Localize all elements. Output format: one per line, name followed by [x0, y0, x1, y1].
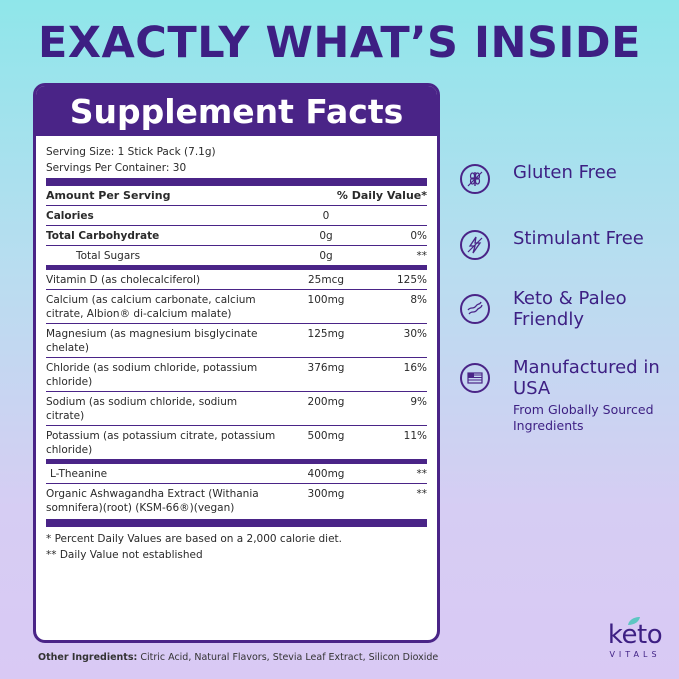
nutrient-name: Calcium (as calcium carbonate, calcium c…: [46, 294, 256, 320]
other-ingredients: Other Ingredients: Citric Acid, Natural …: [38, 652, 438, 663]
nutrient-name: L-Theanine: [50, 468, 108, 480]
nutrient-amount: 125mg: [307, 328, 345, 340]
nutrient-name: Sodium (as sodium chloride, sodium citra…: [46, 396, 238, 422]
table-row: Chloride (as sodium chloride, potassium …: [46, 358, 427, 392]
flag-icon: [460, 363, 490, 393]
nutrient-amount: 200mg: [307, 396, 345, 408]
benefit-sublabel: From Globally Sourced Ingredients: [513, 402, 654, 433]
nutrient-name: Magnesium (as magnesium bisglycinate che…: [46, 328, 258, 354]
nutrient-name: Total Carbohydrate: [46, 230, 160, 242]
table-row: Potassium (as potassium citrate, potassi…: [46, 426, 427, 459]
table-row: Magnesium (as magnesium bisglycinate che…: [46, 324, 427, 358]
table-row: Calcium (as calcium carbonate, calcium c…: [46, 290, 427, 324]
divider-thick: [46, 519, 427, 527]
nutrient-amount: 376mg: [307, 362, 345, 374]
bacon-icon: [460, 294, 490, 324]
benefit-label: Stimulant Free: [513, 228, 644, 249]
nutrient-name: Calories: [46, 210, 94, 222]
nutrient-amount: 400mg: [307, 468, 345, 480]
nutrient-name: Organic Ashwagandha Extract (Withania so…: [46, 488, 259, 514]
logo-word: keto: [607, 620, 663, 650]
nutrient-amount: 25mcg: [307, 274, 345, 286]
table-row: L-Theanine 400mg **: [46, 464, 427, 484]
brand-logo: keto VITALS: [600, 622, 670, 659]
nutrient-name: Vitamin D (as cholecalciferol): [46, 274, 201, 286]
benefit-label: Gluten Free: [513, 162, 617, 183]
logo-subtitle: VITALS: [609, 650, 661, 659]
nutrient-dv: 16%: [403, 362, 427, 374]
nutrient-amount: 0: [322, 210, 330, 222]
divider-medium: [46, 459, 427, 464]
nutrient-name: Total Sugars: [76, 250, 141, 262]
table-row: Total Carbohydrate 0g 0%: [46, 226, 427, 246]
benefit-label: Manufactured in USA: [513, 357, 660, 399]
nutrient-dv: 0%: [410, 230, 427, 242]
facts-header: Supplement Facts: [36, 86, 437, 136]
table-row: Calories 0: [46, 206, 427, 226]
table-row: Vitamin D (as cholecalciferol) 25mcg 125…: [46, 270, 427, 290]
nutrient-dv: 125%: [396, 274, 427, 286]
serving-size: Serving Size: 1 Stick Pack (7.1g): [46, 146, 216, 158]
nutrient-dv: 8%: [410, 294, 427, 306]
nutrient-name: Potassium (as potassium citrate, potassi…: [46, 430, 276, 456]
nutrient-dv: 9%: [410, 396, 427, 408]
nutrient-amount: 300mg: [307, 488, 345, 500]
footnote-not-established: ** Daily Value not established: [46, 549, 203, 561]
nutrient-dv: **: [416, 250, 428, 262]
wheat-icon: [460, 164, 490, 194]
nutrient-dv: **: [416, 488, 428, 500]
nutrient-name: Chloride (as sodium chloride, potassium …: [46, 362, 258, 388]
table-row: Sodium (as sodium chloride, sodium citra…: [46, 392, 427, 426]
leaf-icon: [628, 617, 640, 625]
footnote-daily-values: * Percent Daily Values are based on a 2,…: [46, 533, 342, 545]
daily-value-header: % Daily Value*: [336, 189, 427, 202]
servings-per-container: Servings Per Container: 30: [46, 162, 187, 174]
supplement-facts-panel: Supplement Facts Serving Size: 1 Stick P…: [33, 83, 440, 643]
nutrient-amount: 0g: [319, 250, 333, 262]
facts-body: Serving Size: 1 Stick Pack (7.1g) Servin…: [36, 136, 437, 563]
nutrient-amount: 100mg: [307, 294, 345, 306]
nutrient-amount: 0g: [319, 230, 333, 242]
benefit-keto-paleo: Keto & Paleo Friendly: [460, 288, 653, 330]
table-row: Total Sugars 0g **: [46, 246, 427, 265]
benefit-stimulant-free: Stimulant Free: [460, 228, 644, 260]
divider-medium: [46, 265, 427, 270]
amount-per-serving-header: Amount Per Serving: [46, 189, 171, 202]
facts-title: Supplement Facts: [69, 91, 404, 131]
page-headline: EXACTLY WHAT’S INSIDE: [38, 18, 641, 68]
benefit-gluten-free: Gluten Free: [460, 162, 617, 194]
nutrient-dv: 11%: [403, 430, 427, 442]
divider-thick: [46, 178, 427, 186]
nutrient-amount: 500mg: [307, 430, 345, 442]
lightning-icon: [460, 230, 490, 260]
nutrient-dv: 30%: [403, 328, 427, 340]
benefit-made-in-usa: Manufactured in USA From Globally Source…: [460, 357, 663, 434]
benefit-label: Keto & Paleo Friendly: [513, 288, 627, 330]
nutrient-dv: **: [416, 468, 428, 480]
other-ingredients-text: Citric Acid, Natural Flavors, Stevia Lea…: [137, 652, 439, 663]
facts-column-header: Amount Per Serving % Daily Value*: [46, 186, 427, 206]
other-ingredients-label: Other Ingredients:: [38, 652, 138, 663]
table-row: Organic Ashwagandha Extract (Withania so…: [46, 484, 427, 517]
